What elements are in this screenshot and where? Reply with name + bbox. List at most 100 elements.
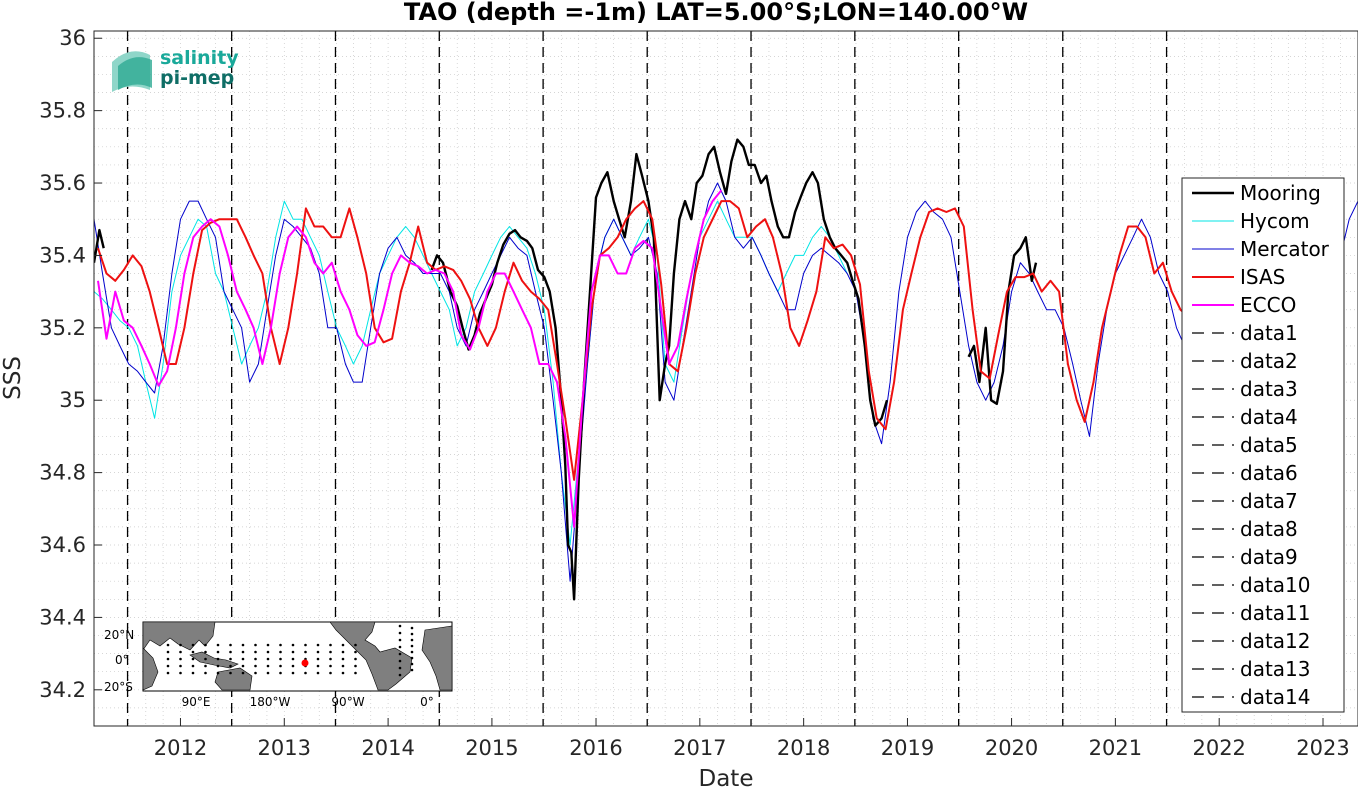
- map-dot: [410, 662, 414, 666]
- x-tick-label: 2018: [777, 736, 830, 760]
- legend: Mooring Hycom Mercator ISAS ECCO data1 data2 da…: [1181, 177, 1345, 713]
- chart-title: TAO (depth =-1m) LAT=5.00°S;LON=140.00°W: [404, 0, 1028, 26]
- y-tick-label: 35: [59, 388, 86, 412]
- legend-label: Hycom: [1240, 209, 1310, 233]
- legend-label: data6: [1240, 461, 1298, 485]
- map-lon-label-90e: 90°E: [182, 695, 211, 709]
- map-dot: [329, 643, 332, 647]
- map-dot: [291, 650, 295, 654]
- map-dot: [229, 664, 232, 668]
- map-dot: [266, 664, 270, 668]
- map-dot: [254, 664, 257, 668]
- y-axis: 34.2 34.4 34.6 34.8 35 35.2 35.4 35.6 35.8 36: [39, 26, 102, 702]
- map-dot: [166, 671, 170, 675]
- y-tick-label: 35.2: [39, 316, 86, 340]
- map-dot: [191, 657, 195, 661]
- map-dot: [398, 631, 402, 635]
- map-dot: [341, 664, 345, 668]
- map-dot: [254, 671, 257, 675]
- map-dot: [316, 650, 320, 654]
- series-line-mooring: [94, 228, 105, 263]
- y-tick-label: 34.6: [39, 533, 86, 557]
- x-tick-label: 2013: [258, 736, 311, 760]
- map-dot: [191, 664, 195, 668]
- legend-label: data7: [1240, 489, 1298, 513]
- legend-label: data11: [1240, 601, 1311, 625]
- inset-map: 20°N 0° 20°S 90°E 180°W 90°W 0°: [104, 621, 453, 709]
- map-dot: [410, 668, 414, 672]
- map-dot: [216, 671, 220, 675]
- map-dot: [179, 664, 182, 668]
- map-dot: [229, 643, 232, 647]
- logo-text-salinity: salinity: [160, 47, 239, 69]
- map-dot: [229, 650, 232, 654]
- legend-label: data3: [1240, 377, 1298, 401]
- selected-mooring-marker: [301, 659, 309, 667]
- legend-label: Mooring: [1240, 181, 1321, 205]
- map-dot: [191, 643, 195, 647]
- map-dot: [254, 643, 257, 647]
- map-dot: [241, 657, 245, 661]
- y-tick-label: 34.2: [39, 678, 86, 702]
- x-tick-label: 2012: [154, 736, 207, 760]
- y-axis-label: SSS: [0, 356, 26, 400]
- y-tick-label: 35.6: [39, 171, 86, 195]
- map-dot: [329, 671, 332, 675]
- map-land-asia: [142, 621, 216, 651]
- map-dot: [316, 657, 320, 661]
- salinity-pi-mep-logo: salinity pi-mep: [112, 47, 239, 92]
- x-tick-label: 2014: [361, 736, 414, 760]
- map-dot: [354, 671, 357, 675]
- map-dot: [204, 671, 207, 675]
- map-dot: [398, 659, 402, 663]
- map-dot: [279, 657, 282, 661]
- x-axis-label: Date: [699, 766, 754, 790]
- map-dot: [241, 664, 245, 668]
- map-dot: [241, 643, 245, 647]
- map-dot: [354, 657, 357, 661]
- x-tick-label: 2015: [465, 736, 518, 760]
- map-dot: [254, 657, 257, 661]
- series-line-ecco: [97, 189, 723, 528]
- y-tick-label: 36: [59, 26, 86, 50]
- data-series: [94, 138, 1358, 601]
- map-dot: [241, 650, 245, 654]
- x-tick-label: 2022: [1192, 736, 1245, 760]
- map-dot: [329, 650, 332, 654]
- map-dot: [329, 657, 332, 661]
- map-dot: [398, 666, 402, 670]
- map-dot: [341, 657, 345, 661]
- map-dot: [254, 650, 257, 654]
- map-dot: [191, 650, 195, 654]
- map-dot: [166, 664, 170, 668]
- map-lat-label-20n: 20°N: [104, 628, 134, 642]
- x-tick-label: 2017: [673, 736, 726, 760]
- y-tick-label: 34.8: [39, 461, 86, 485]
- legend-label: data12: [1240, 629, 1311, 653]
- x-tick-label: 2019: [881, 736, 934, 760]
- map-dot: [304, 671, 307, 675]
- map-dot: [266, 671, 270, 675]
- map-dot: [291, 671, 295, 675]
- map-dot: [179, 643, 182, 647]
- series-line-hycom: [94, 200, 848, 546]
- map-dot: [166, 650, 170, 654]
- map-dot: [341, 643, 345, 647]
- map-lat-label-20s: 20°S: [104, 680, 133, 694]
- map-dot: [216, 664, 220, 668]
- mooring-array-dots: [166, 624, 414, 677]
- map-dot: [354, 643, 357, 647]
- map-dot: [291, 643, 295, 647]
- map-dot: [179, 671, 182, 675]
- legend-label: ISAS: [1240, 265, 1285, 289]
- year-divider-lines: [126, 31, 1168, 726]
- legend-label: data14: [1240, 685, 1311, 709]
- map-dot: [229, 657, 232, 661]
- series-line-isas: [97, 200, 1190, 481]
- legend-label: ECCO: [1240, 293, 1296, 317]
- map-dot: [279, 643, 282, 647]
- map-dot: [410, 650, 414, 654]
- map-dot: [216, 657, 220, 661]
- y-tick-label: 35.4: [39, 243, 86, 267]
- map-dot: [179, 657, 182, 661]
